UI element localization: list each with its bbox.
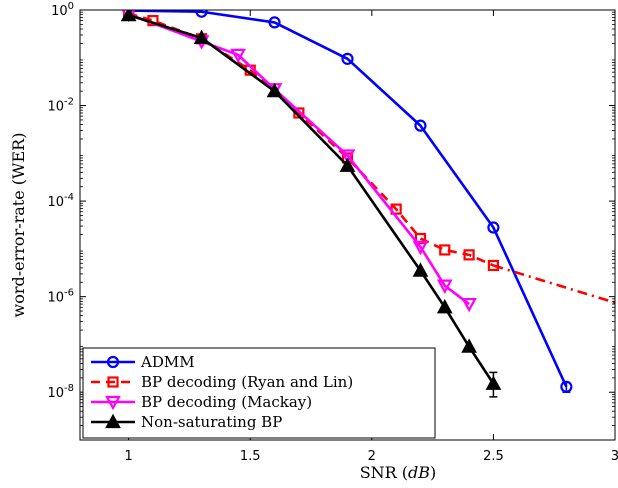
x-tick-label: 1.5: [240, 449, 261, 464]
data-point: [195, 10, 208, 18]
data-point: [412, 262, 429, 277]
data-point: [487, 221, 500, 234]
data-point: [341, 52, 354, 65]
series-non-saturating-bp: [120, 10, 502, 390]
data-point: [412, 240, 429, 256]
data-point: [436, 298, 453, 314]
data-point: [414, 119, 427, 132]
y-tick-label: 100: [51, 1, 74, 19]
y-tick-label: 10-2: [47, 97, 74, 115]
series-line: [128, 13, 495, 385]
data-point: [463, 249, 475, 261]
series-line: [128, 12, 494, 267]
x-tick-label: 2: [368, 449, 376, 464]
legend-label: Non-saturating BP: [141, 413, 282, 431]
data-point: [268, 16, 281, 29]
series-layer: [120, 10, 615, 398]
legend-label: BP decoding (Mackay): [141, 393, 312, 411]
data-point: [487, 259, 500, 272]
data-point: [461, 297, 477, 313]
x-axis-title: SNR (dB): [360, 463, 437, 482]
y-axis-title: word-error-rate (WER): [9, 133, 28, 318]
data-point: [193, 29, 210, 45]
legend-label: BP decoding (Ryan and Lin): [141, 373, 353, 391]
legend-marker: [106, 355, 120, 369]
data-point: [439, 244, 451, 256]
plot-frame: [79, 9, 616, 441]
y-tick-label: 10-4: [47, 192, 74, 210]
legend-label: ADMM: [140, 353, 195, 371]
data-point: [266, 82, 283, 98]
axis-ticks: 1 1.5 2 2.5 3 10-8 10-6 10-4 10-2 100: [47, 1, 618, 464]
legend-marker: [107, 376, 119, 388]
x-tick-label: 2.5: [483, 449, 504, 464]
data-point: [230, 48, 246, 64]
data-point: [339, 157, 356, 172]
y-tick-label: 10-6: [47, 288, 74, 306]
data-point: [461, 338, 477, 353]
data-point: [436, 279, 453, 294]
legend-marker: [105, 413, 121, 429]
series-line: [128, 10, 568, 388]
legend-marker: [105, 395, 121, 411]
legend: ADMM BP decoding (Ryan and Lin) BP decodin…: [82, 347, 436, 439]
x-tick-label: 3: [611, 449, 618, 464]
x-tick-label: 1: [124, 449, 132, 464]
data-point: [339, 149, 356, 164]
legend-box: [82, 347, 436, 439]
y-tick-label: 10-8: [47, 383, 74, 401]
